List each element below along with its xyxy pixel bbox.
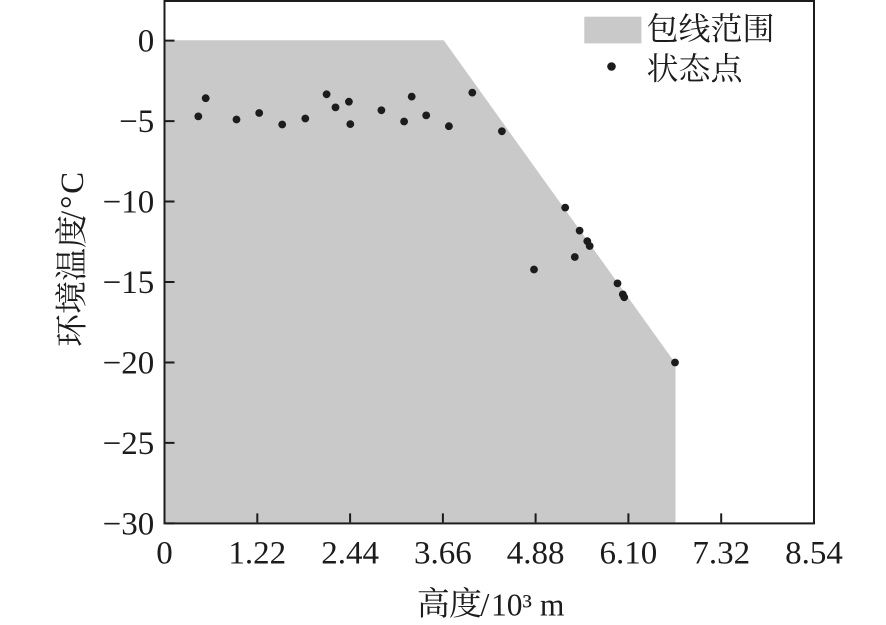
svg-text:10³ m: 10³ m xyxy=(491,587,565,622)
svg-text:8.54: 8.54 xyxy=(785,536,843,572)
svg-text:−25: −25 xyxy=(103,426,155,462)
svg-text:6.10: 6.10 xyxy=(600,536,658,572)
svg-text:0: 0 xyxy=(156,536,173,572)
svg-text:7.32: 7.32 xyxy=(692,536,750,572)
svg-text:/°C: /°C xyxy=(55,170,91,220)
svg-text:0: 0 xyxy=(138,24,155,60)
svg-text:2.44: 2.44 xyxy=(321,536,379,572)
svg-text:1.22: 1.22 xyxy=(228,536,286,572)
svg-text:4.88: 4.88 xyxy=(507,536,565,572)
svg-text:−30: −30 xyxy=(103,506,155,542)
svg-text:/: / xyxy=(480,587,490,623)
svg-text:−20: −20 xyxy=(103,346,155,382)
svg-text:−15: −15 xyxy=(103,265,155,301)
svg-text:−5: −5 xyxy=(119,104,154,140)
svg-text:3.66: 3.66 xyxy=(414,536,472,572)
svg-text:−10: −10 xyxy=(103,185,155,221)
